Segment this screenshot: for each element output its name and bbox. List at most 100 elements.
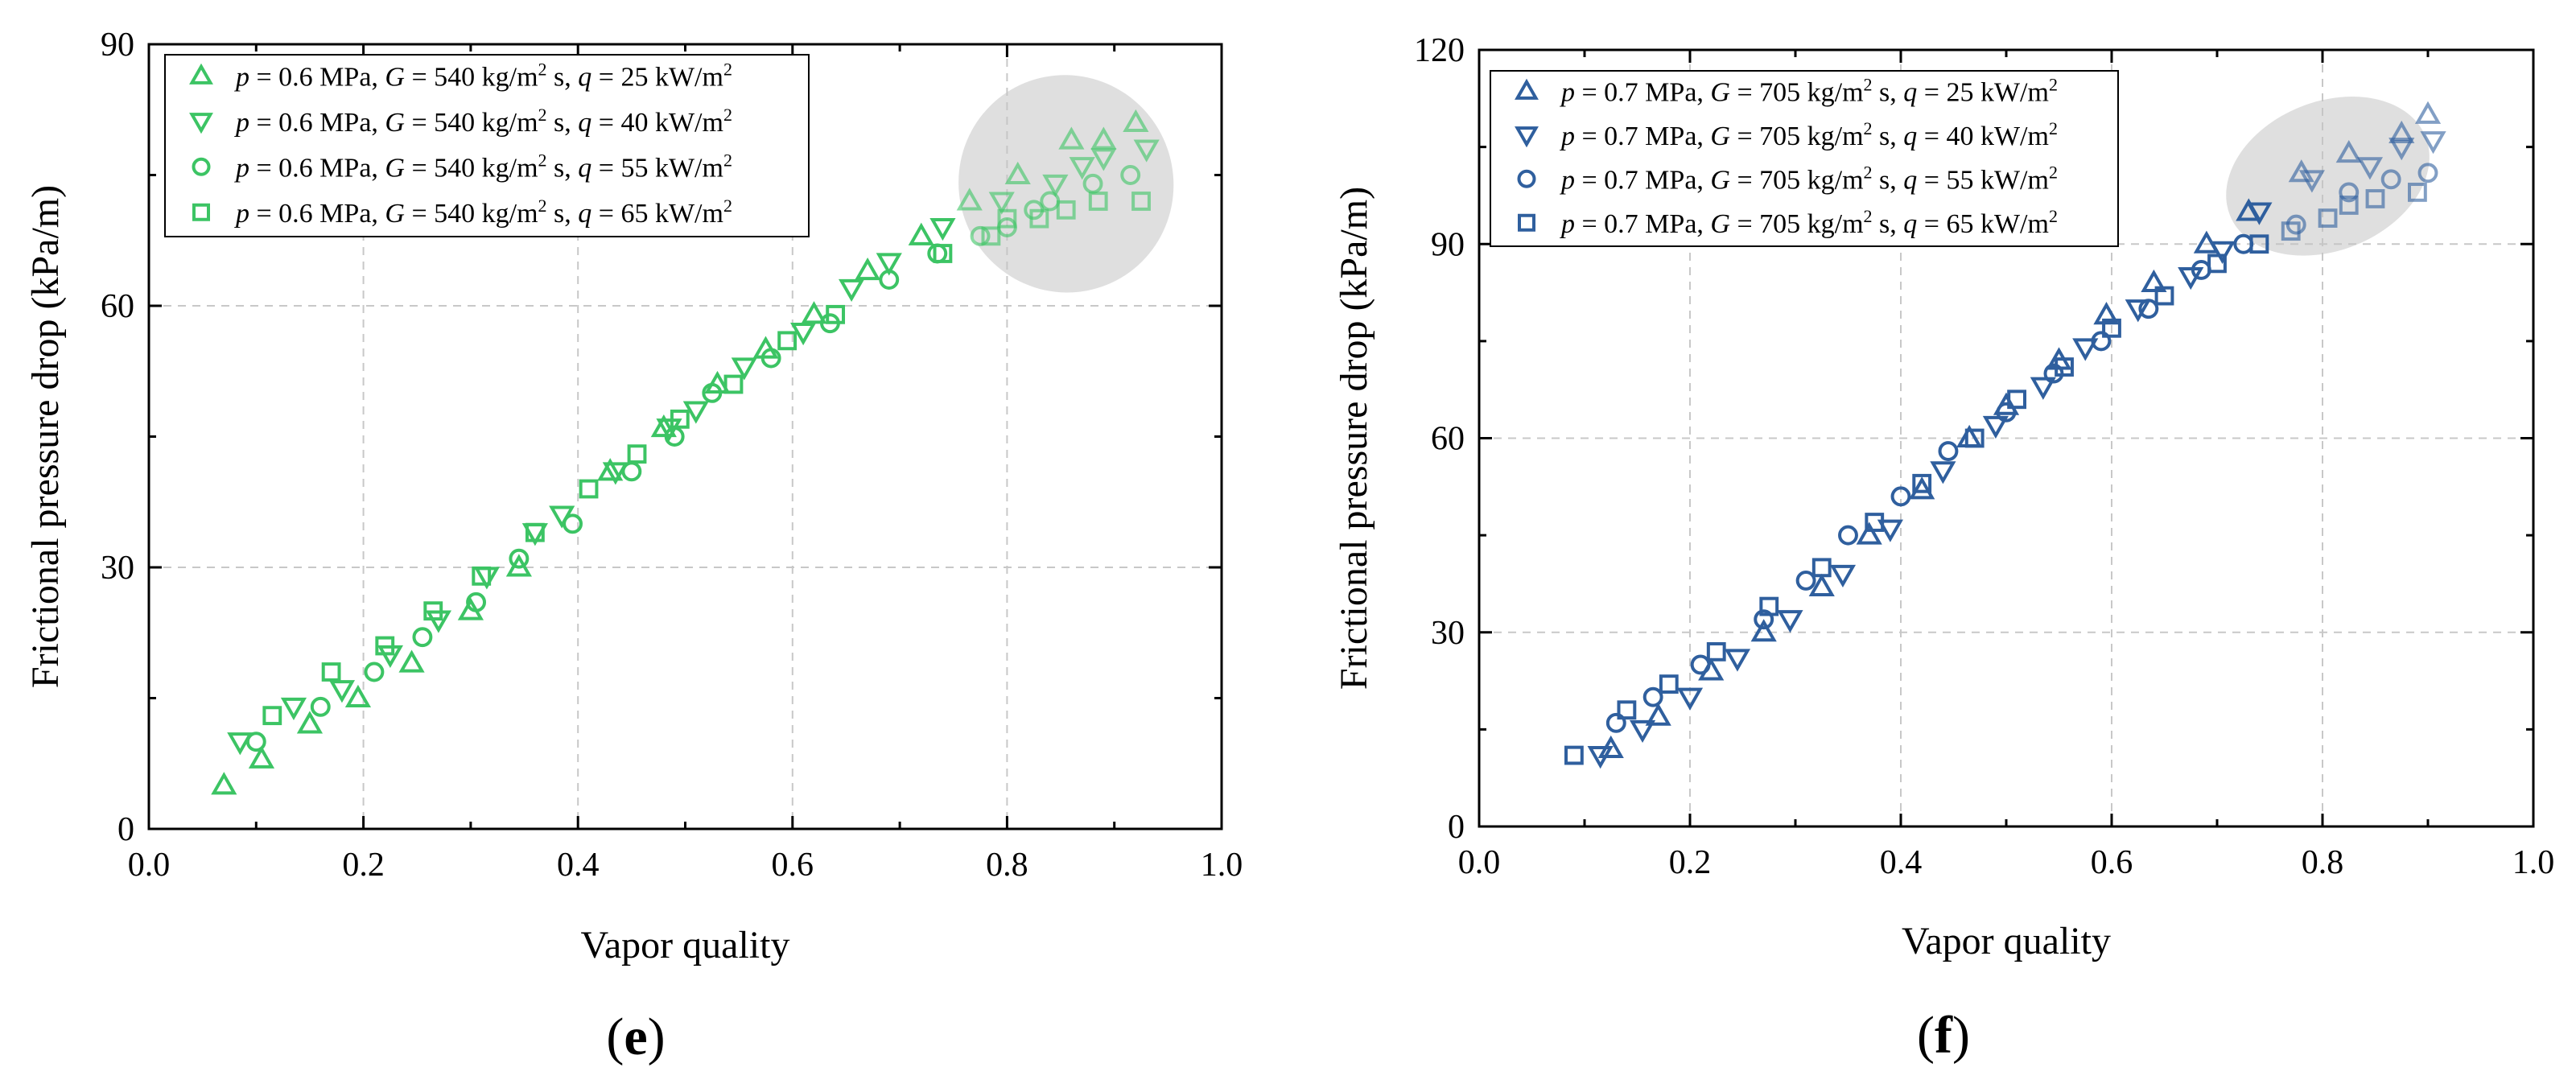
panel-label-letter: f	[1935, 1006, 1953, 1065]
data-point	[933, 244, 953, 263]
data-point	[2380, 169, 2401, 190]
legend-text-G-tail: s,	[547, 108, 579, 138]
data-point	[1605, 712, 1626, 733]
data-point	[579, 479, 599, 499]
data-point	[1890, 486, 1911, 507]
legend-text-p-val: = 0.6 MPa,	[249, 199, 385, 229]
data-point	[2072, 338, 2099, 361]
data-point	[2318, 208, 2338, 228]
legend-entry: p = 0.6 MPa, G = 540 kg/m2 s, q = 65 kW/…	[234, 196, 732, 229]
legend-marker	[189, 63, 213, 84]
y-tick-label: 30	[1431, 615, 1465, 652]
legend-box	[164, 54, 810, 237]
data-point	[602, 462, 629, 485]
series-triangle-down	[1587, 131, 2446, 769]
data-point	[1996, 402, 2017, 422]
data-point	[1795, 570, 1816, 591]
data-point	[1131, 192, 1151, 211]
y-tick-label: 60	[1431, 421, 1465, 458]
data-point	[627, 444, 647, 464]
data-point	[2356, 157, 2384, 180]
legend-text-G-sup: 2	[538, 105, 547, 125]
data-point	[423, 601, 443, 621]
legend-text-p-val: = 0.7 MPa,	[1575, 209, 1710, 239]
data-point	[855, 257, 881, 281]
data-point	[790, 323, 817, 346]
panel-label-open: (	[1917, 1006, 1935, 1065]
legend-marker	[1515, 126, 1539, 148]
legend-text-G: G	[385, 153, 405, 183]
legend-text-G-val: = 540 kg/m	[405, 199, 538, 229]
legend-marker	[1515, 78, 1539, 100]
data-point	[970, 225, 991, 246]
highlight-ellipse	[2226, 97, 2430, 256]
legend-text-G: G	[385, 62, 405, 92]
legend-text-q-val: = 65 kW/m	[591, 199, 723, 229]
data-point	[801, 301, 827, 324]
legend-marker	[192, 203, 210, 221]
legend-text-q: q	[1903, 77, 1917, 107]
legend-text-q: q	[1903, 122, 1917, 151]
data-point	[1865, 513, 1885, 532]
data-point	[245, 732, 266, 752]
data-point	[1759, 596, 1779, 616]
legend-text-q-sup: 2	[2049, 206, 2058, 226]
data-point	[2091, 331, 2112, 352]
data-point	[2154, 286, 2174, 306]
legend-text-q-sup: 2	[2049, 162, 2058, 182]
data-point	[1659, 674, 1679, 694]
data-point	[981, 226, 1001, 246]
data-point	[1090, 148, 1117, 171]
data-point	[1838, 525, 1858, 546]
data-point	[364, 662, 385, 682]
legend-text-q: q	[1903, 209, 1917, 239]
x-axis-title: Vapor quality	[581, 924, 790, 967]
data-point	[682, 401, 709, 424]
data-point	[839, 278, 865, 303]
data-point	[310, 696, 331, 717]
y-axis-title: Frictional pressure drop (kPa/m)	[24, 185, 67, 688]
legend-text-q-val: = 65 kW/m	[1917, 209, 2049, 239]
data-point	[1642, 686, 1663, 707]
legend-box	[1490, 70, 2119, 247]
data-point	[826, 304, 846, 324]
data-point	[2093, 302, 2120, 325]
x-tick-label: 0.8	[2302, 844, 2344, 881]
legend-text-q: q	[578, 153, 591, 183]
data-point	[1982, 415, 2009, 439]
legend-text-G-val: = 540 kg/m	[405, 62, 538, 92]
legend-text-p: p	[1560, 165, 1575, 195]
data-point	[670, 409, 690, 429]
data-point	[597, 458, 624, 481]
legend-text-p: p	[234, 108, 249, 138]
data-point	[2209, 241, 2236, 264]
x-tick-label: 0.4	[1880, 844, 1923, 881]
y-tick-label: 0	[117, 811, 134, 848]
legend-text-G-sup: 2	[1864, 206, 1873, 226]
legend-entry: p = 0.7 MPa, G = 705 kg/m2 s, q = 25 kW/…	[1560, 74, 2058, 107]
data-point	[2388, 138, 2415, 161]
data-point	[1690, 654, 1711, 675]
legend-text-G-sup: 2	[1864, 118, 1873, 138]
legend-entry: p = 0.7 MPa, G = 705 kg/m2 s, q = 65 kW/…	[1560, 206, 2058, 239]
data-point	[2408, 183, 2427, 202]
legend-text-G: G	[1710, 165, 1730, 195]
panel-label-letter: e	[624, 1008, 647, 1066]
legend-text-p-val: = 0.7 MPa,	[1575, 165, 1710, 195]
data-point	[412, 627, 433, 648]
data-point	[1750, 619, 1777, 642]
data-point	[650, 414, 677, 438]
x-tick-label: 0.2	[342, 847, 385, 884]
legend-text-p: p	[1560, 209, 1575, 239]
data-point	[1042, 174, 1069, 198]
legend-text-p-val: = 0.6 MPa,	[249, 62, 385, 92]
data-point	[328, 680, 356, 703]
legend-text-G-tail: s,	[1873, 209, 1904, 239]
data-point	[1629, 719, 1656, 744]
data-point	[1004, 161, 1031, 184]
legend-text-G: G	[1710, 122, 1730, 151]
x-tick-label: 0.8	[986, 847, 1028, 884]
legend-text-q-val: = 55 kW/m	[1917, 165, 2049, 195]
series-square	[262, 192, 1151, 726]
